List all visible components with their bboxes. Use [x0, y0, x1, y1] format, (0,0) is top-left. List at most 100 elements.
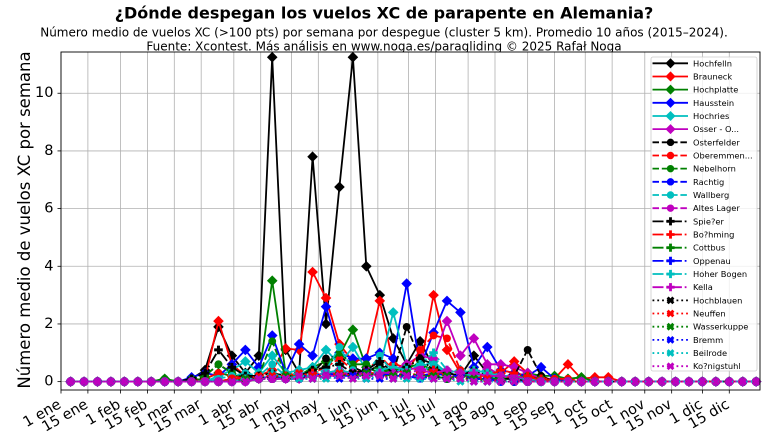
diamond-marker [347, 341, 359, 353]
circle-marker [443, 334, 451, 343]
circle-marker [523, 346, 532, 354]
diamond-marker [665, 110, 676, 122]
x-marker [644, 377, 653, 386]
circle-marker [268, 337, 277, 346]
legend-label: Neuffen [693, 309, 726, 319]
diamond-marker [665, 58, 676, 69]
circle-marker [402, 322, 411, 331]
legend-label: Hausstein [693, 98, 734, 108]
x-marker [281, 374, 290, 383]
diamond-marker [266, 330, 278, 341]
x-marker [666, 296, 675, 305]
x-marker [666, 362, 675, 371]
y-tick-label: 10 [35, 85, 53, 101]
circle-marker [416, 346, 425, 354]
x-marker [496, 377, 505, 386]
plus-marker [523, 371, 532, 381]
x-marker [604, 377, 613, 386]
x-marker [725, 377, 734, 386]
legend-item-hochries: Hochries [652, 110, 729, 122]
plus-marker [666, 243, 675, 252]
x-marker [241, 377, 250, 386]
x-marker [147, 377, 156, 386]
legend-item-cottbus: Cottbus [652, 243, 725, 253]
legend-item-beilrode: Beilrode [652, 348, 727, 358]
x-marker [214, 377, 223, 386]
x-marker [510, 377, 519, 386]
plus-marker [335, 365, 344, 375]
x-marker [666, 349, 675, 357]
circle-marker [429, 331, 438, 340]
diamond-marker [240, 344, 251, 356]
diamond-marker [307, 151, 318, 162]
x-marker [160, 377, 169, 386]
diamond-marker [213, 315, 224, 327]
diamond-marker [428, 289, 439, 301]
diamond-marker [401, 278, 412, 289]
diamond-marker [441, 295, 453, 307]
legend-label: Bremm [693, 335, 723, 345]
x-marker [666, 309, 675, 318]
legend-item-altes-lager: Altes Lager [652, 203, 740, 213]
x-marker [389, 374, 398, 383]
diamond-marker [334, 181, 345, 193]
legend-label: Altes Lager [693, 203, 740, 213]
legend-label: Hochfelln [693, 58, 732, 68]
x-marker [133, 377, 142, 386]
plus-marker [388, 362, 398, 372]
circle-marker [214, 360, 223, 369]
legend-item-bo-hming: Bo?hming [652, 230, 734, 240]
x-marker [321, 371, 331, 380]
y-tick-label: 6 [44, 201, 53, 217]
y-tick-label: 2 [44, 316, 53, 332]
x-marker [657, 377, 667, 386]
diamond-marker [293, 338, 305, 350]
chart-title: ¿Dónde despegan los vuelos XC de parapen… [115, 3, 654, 22]
x-marker [375, 371, 384, 380]
circle-marker [335, 348, 344, 357]
plus-marker [388, 368, 398, 378]
plus-marker [483, 371, 492, 381]
diamond-marker [307, 266, 318, 278]
x-marker [200, 377, 210, 386]
diamond-marker [320, 301, 332, 312]
legend-label: Bo?hming [693, 230, 734, 240]
y-axis-ticks: 0 2 4 6 8 10 [35, 85, 61, 390]
diamond-marker [414, 335, 426, 347]
diamond-marker [455, 350, 466, 361]
legend-item-hochfelln: Hochfelln [652, 58, 732, 69]
circle-marker [268, 360, 277, 369]
y-tick-label: 4 [44, 258, 53, 274]
plus-marker [415, 365, 425, 375]
plus-marker [666, 283, 675, 292]
diamond-marker [665, 84, 676, 95]
diamond-marker [428, 353, 439, 364]
plus-marker [335, 360, 344, 369]
diamond-marker [441, 344, 453, 356]
legend-label: Hochplatte [693, 85, 738, 95]
x-marker [711, 377, 720, 386]
x-marker [523, 377, 532, 386]
x-marker [120, 377, 129, 386]
diamond-marker [320, 292, 332, 304]
x-marker [106, 377, 116, 386]
legend-item-hochblauen: Hochblauen [652, 295, 742, 305]
x-marker [66, 377, 75, 386]
x-marker [362, 371, 371, 380]
legend-label: Osser - O... [693, 124, 739, 134]
plus-marker [442, 365, 452, 375]
legend-label: Nebelhorn [693, 164, 736, 174]
y-axis-label: Número medio de vuelos XC por semana [15, 51, 34, 388]
series-ko-nigstuhl [66, 371, 761, 386]
plus-marker [227, 362, 237, 372]
x-marker [79, 377, 89, 386]
chart-subtitle-line1: Número medio de vuelos XC (>100 pts) por… [40, 26, 728, 40]
legend-item-osterfelder: Osterfelder [652, 137, 740, 147]
plus-marker [415, 360, 425, 369]
series-line [70, 348, 757, 383]
x-marker [563, 377, 573, 386]
x-marker [671, 377, 680, 386]
legend-item-oppenau: Oppenau [652, 256, 731, 266]
legend-label: Cottbus [693, 243, 725, 253]
